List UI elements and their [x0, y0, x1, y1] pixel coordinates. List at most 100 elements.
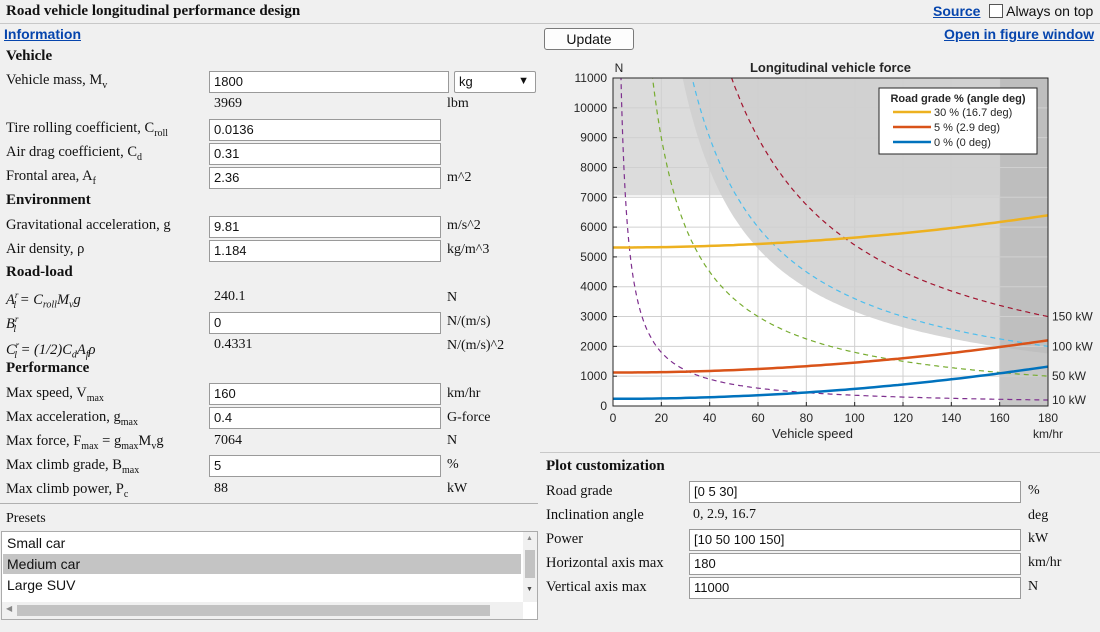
- power-label-10kw: 10 kW: [1052, 393, 1087, 407]
- power-curve-150kw: [730, 78, 1048, 318]
- vert-max-unit: N: [1028, 579, 1039, 594]
- vehicle-mass-input[interactable]: 1800: [209, 71, 449, 93]
- a-coef-unit: N: [447, 290, 458, 305]
- grade-curve-0pct: [613, 365, 1048, 401]
- scroll-left-icon[interactable]: ◀: [6, 604, 13, 613]
- x-tick-label: 140: [941, 411, 961, 425]
- y-unit-label: N: [615, 61, 624, 75]
- power-input[interactable]: [10 50 100 150]: [689, 529, 1021, 551]
- preset-item-medium-car[interactable]: Medium car: [3, 554, 521, 574]
- incl-angle-label: Inclination angle: [546, 507, 644, 523]
- b-coef-unit: N/(m/s): [447, 314, 491, 329]
- horiz-max-input[interactable]: 180: [689, 553, 1021, 575]
- drag-coef-input[interactable]: 0.31: [209, 143, 441, 165]
- x-tick-label: 20: [655, 411, 669, 425]
- road-grade-label: Road grade: [546, 483, 613, 499]
- c-coef-unit: N/(m/s)^2: [447, 338, 505, 353]
- x-axis-label: Vehicle speed: [772, 426, 853, 441]
- y-tick-label: 6000: [580, 220, 607, 234]
- presets-heading: Presets: [6, 511, 46, 526]
- gravity-input[interactable]: 9.81: [209, 216, 441, 238]
- mass-unit-select[interactable]: kg ▼: [454, 71, 536, 93]
- c-coef-value: 0.4331: [214, 337, 253, 352]
- x-tick-label: 180: [1038, 411, 1058, 425]
- vert-max-input[interactable]: 11000: [689, 577, 1021, 599]
- grade-curve-5pct: [613, 339, 1048, 374]
- legend-title: Road grade % (angle deg): [890, 93, 1025, 105]
- max-force-unit: N: [447, 433, 458, 448]
- air-density-label: Air density, ρ: [6, 241, 85, 257]
- max-grade-input[interactable]: 5: [209, 455, 441, 477]
- presets-vscrollbar[interactable]: ▲ ▼: [523, 532, 537, 602]
- horiz-max-label: Horizontal axis max: [546, 555, 664, 571]
- presets-hscrollbar[interactable]: ◀: [2, 602, 523, 619]
- scroll-up-icon[interactable]: ▲: [526, 534, 533, 542]
- presets-divider: [0, 503, 538, 504]
- plot-frame: [612, 77, 1049, 407]
- y-tick-label: 0: [600, 399, 607, 413]
- roadload-heading: Road-load: [6, 264, 73, 280]
- frontal-area-unit: m^2: [447, 170, 472, 185]
- force-chart: 0 20 40 60 80 100 120 140 160 180 0 1000 2000 3000 400…: [574, 60, 1094, 441]
- always-on-top-checkbox[interactable]: [989, 4, 1003, 18]
- power-curve-100kw: [691, 78, 1048, 347]
- y-tick-label: 2000: [580, 339, 607, 353]
- vehicle-mass-lbm-unit: lbm: [447, 96, 469, 111]
- grade-curve-30pct: [613, 214, 1048, 249]
- gravity-unit: m/s^2: [447, 218, 481, 233]
- drag-coef-label: Air drag coefficient, Cd: [6, 144, 142, 163]
- performance-heading: Performance: [6, 360, 90, 376]
- x-tick-label: 160: [990, 411, 1010, 425]
- power-curve-50kw: [651, 78, 1048, 377]
- update-button[interactable]: Update: [544, 28, 634, 50]
- a-coef-label: Arl = CrollMvg: [6, 290, 81, 311]
- max-speed-input[interactable]: 160: [209, 383, 441, 405]
- incl-angle-unit: deg: [1028, 508, 1049, 523]
- open-figure-window-link[interactable]: Open in figure window: [944, 26, 1095, 42]
- legend-label-0pct: 0 % (0 deg): [934, 137, 991, 149]
- scroll-down-icon[interactable]: ▼: [526, 585, 533, 593]
- frontal-area-label: Frontal area, Af: [6, 168, 96, 187]
- x-tick-label: 120: [893, 411, 913, 425]
- road-grade-input[interactable]: [0 5 30]: [689, 481, 1021, 503]
- source-link[interactable]: Source: [933, 3, 981, 19]
- information-link[interactable]: Information: [4, 26, 81, 42]
- preset-item-small-car[interactable]: Small car: [7, 535, 66, 551]
- rolling-coef-input[interactable]: 0.0136: [209, 119, 441, 141]
- b-coef-input[interactable]: 0: [209, 312, 441, 334]
- gravity-label: Gravitational acceleration, g: [6, 217, 171, 233]
- max-force-value: 7064: [214, 433, 242, 448]
- air-density-input[interactable]: 1.184: [209, 240, 441, 262]
- vehicle-heading: Vehicle: [6, 48, 53, 64]
- presets-hscroll-thumb[interactable]: [17, 605, 490, 616]
- max-climb-power-label: Max climb power, Pc: [6, 481, 129, 500]
- x-tick-label: 60: [751, 411, 765, 425]
- vehicle-mass-label: Vehicle mass, Mv: [6, 72, 108, 91]
- x-tick-label: 100: [845, 411, 865, 425]
- y-tick-label: 7000: [580, 190, 607, 204]
- chevron-down-icon: ▼: [518, 75, 529, 87]
- app-title: Road vehicle longitudinal performance de…: [6, 3, 301, 19]
- always-on-top-label: Always on top: [1006, 3, 1094, 19]
- legend-label-5pct: 5 % (2.9 deg): [934, 122, 1000, 134]
- y-tick-label: 4000: [580, 280, 607, 294]
- presets-listbox[interactable]: Small car Medium car Large SUV ▲ ▼ ◀: [1, 531, 538, 620]
- vehicle-mass-lbm-value: 3969: [214, 96, 242, 111]
- power-label-50kw: 50 kW: [1052, 369, 1087, 383]
- x-tick-label: 80: [800, 411, 814, 425]
- frontal-area-input[interactable]: 2.36: [209, 167, 441, 189]
- power-label: Power: [546, 531, 584, 547]
- header-divider: [0, 23, 1100, 24]
- preset-item-large-suv[interactable]: Large SUV: [7, 577, 76, 593]
- y-tick-label: 10000: [574, 101, 608, 115]
- chart-title: Longitudinal vehicle force: [750, 60, 911, 75]
- x-tick-label: 40: [703, 411, 717, 425]
- rolling-coef-label: Tire rolling coefficient, Croll: [6, 120, 169, 139]
- incl-angle-value: 0, 2.9, 16.7: [693, 507, 756, 522]
- presets-vscroll-thumb[interactable]: [525, 550, 535, 578]
- max-force-label: Max force, Fmax = gmaxMvg: [6, 433, 164, 452]
- always-on-top-toggle[interactable]: Always on top: [989, 3, 1093, 19]
- max-accel-input[interactable]: 0.4: [209, 407, 441, 429]
- y-tick-label: 11000: [575, 71, 608, 85]
- y-tick-label: 8000: [580, 160, 607, 174]
